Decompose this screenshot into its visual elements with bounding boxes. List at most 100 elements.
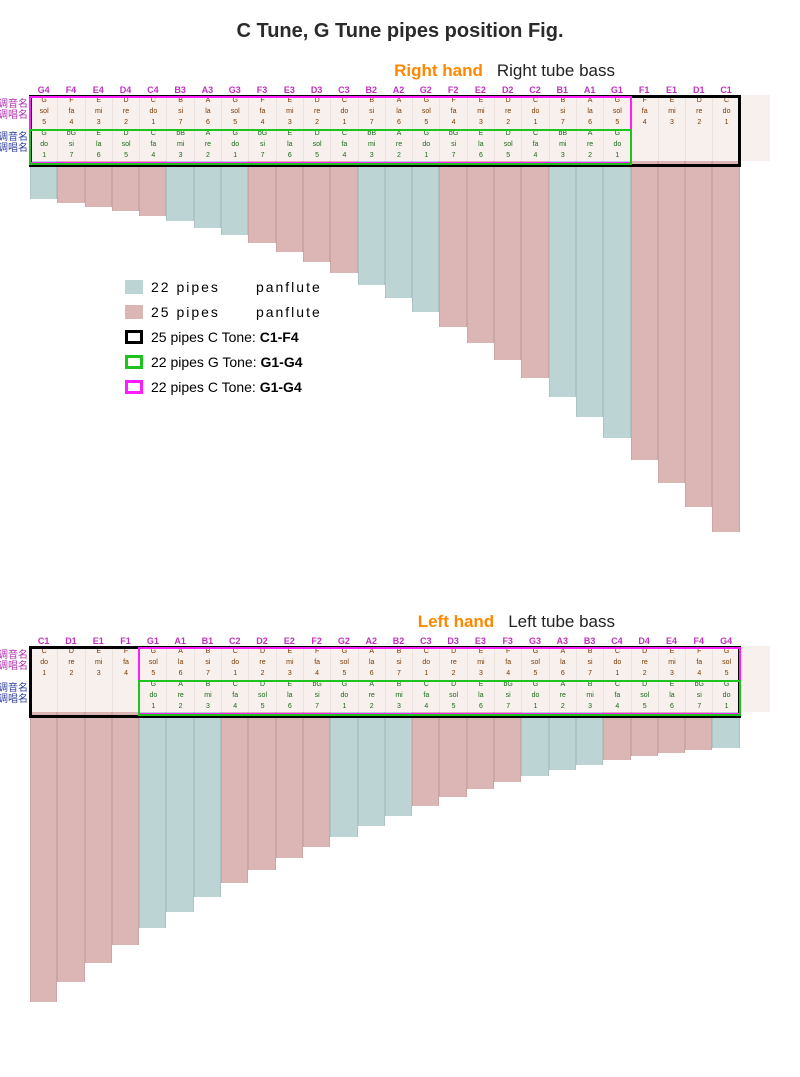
data-cell: C: [139, 128, 166, 139]
data-cell: 6: [85, 150, 112, 161]
data-cell: G: [221, 128, 248, 139]
pipe: [139, 712, 166, 928]
c-note-label: C调音名: [0, 99, 28, 110]
data-cell: E: [467, 128, 494, 139]
data-cell: do: [521, 690, 548, 701]
data-cell: 2: [385, 150, 412, 161]
data-cell: mi: [658, 657, 685, 668]
note-header-cell: F4: [685, 636, 712, 646]
data-cell: la: [658, 690, 685, 701]
data-cell: mi: [85, 657, 112, 668]
data-cell: [57, 679, 84, 690]
data-cell: 6: [467, 701, 494, 712]
data-cell: 7: [439, 150, 466, 161]
data-cell: si: [248, 139, 275, 150]
pipe: [166, 161, 193, 221]
data-cell: D: [439, 646, 466, 657]
data-cell: D: [303, 128, 330, 139]
data-cell: 5: [112, 150, 139, 161]
data-cell: la: [194, 106, 221, 117]
data-cell: 6: [276, 150, 303, 161]
data-cell: si: [194, 657, 221, 668]
note-header-cell: F3: [248, 85, 275, 95]
data-cell: [658, 139, 685, 150]
data-cell: D: [248, 646, 275, 657]
data-cell: la: [166, 657, 193, 668]
data-cell: sol: [221, 106, 248, 117]
note-header-cell: E2: [467, 85, 494, 95]
note-header-cell: E1: [85, 636, 112, 646]
page-title: C Tune, G Tune pipes position Fig.: [15, 20, 785, 43]
data-cell: C: [30, 646, 57, 657]
data-cell: C: [139, 95, 166, 106]
data-cell: fa: [248, 106, 275, 117]
note-header-cell: G2: [412, 85, 439, 95]
right-hand-label: Right hand: [394, 61, 483, 81]
data-cell: re: [631, 657, 658, 668]
pipe: [603, 161, 630, 438]
data-cell: re: [549, 690, 576, 701]
legend-row: 22 pipes G Tone: G1-G4: [125, 351, 322, 373]
data-cell: sol: [303, 139, 330, 150]
note-header-cell: E2: [276, 636, 303, 646]
data-cell: sol: [248, 690, 275, 701]
note-header-cell: F2: [439, 85, 466, 95]
data-cell: 1: [221, 150, 248, 161]
pipe: [330, 161, 357, 273]
pipe: [494, 161, 521, 360]
pipe: [57, 712, 84, 982]
data-cell: sol: [330, 657, 357, 668]
data-cell: F: [248, 95, 275, 106]
data-cell: [658, 150, 685, 161]
data-cell: D: [631, 646, 658, 657]
data-cell: A: [549, 679, 576, 690]
note-header-cell: D1: [57, 636, 84, 646]
pipe: [248, 712, 275, 870]
data-cell: 2: [494, 117, 521, 128]
data-cell: sol: [494, 139, 521, 150]
data-cell: A: [385, 95, 412, 106]
data-cell: A: [194, 95, 221, 106]
data-cell: 6: [576, 117, 603, 128]
data-cell: mi: [166, 139, 193, 150]
right-hand-chart: Right hand Right tube bass C调音名C调唱名G调音名G…: [15, 61, 785, 532]
data-cell: 4: [303, 668, 330, 679]
data-cell: 4: [494, 668, 521, 679]
data-cell: [631, 128, 658, 139]
data-cell: re: [112, 106, 139, 117]
data-cell: E: [276, 128, 303, 139]
data-cell: mi: [576, 690, 603, 701]
data-cell: 2: [439, 668, 466, 679]
data-cell: G: [521, 679, 548, 690]
data-cell: do: [412, 657, 439, 668]
data-cell: 4: [248, 117, 275, 128]
data-cell: re: [358, 690, 385, 701]
data-cell: la: [385, 106, 412, 117]
data-cell: C: [330, 128, 357, 139]
data-cell: C: [603, 679, 630, 690]
note-header-cell: E4: [658, 636, 685, 646]
data-cell: [30, 679, 57, 690]
data-cell: la: [85, 139, 112, 150]
data-cell: 1: [330, 117, 357, 128]
data-cell: D: [494, 128, 521, 139]
note-header-cell: A3: [549, 636, 576, 646]
data-cell: 2: [112, 117, 139, 128]
data-cell: fa: [631, 106, 658, 117]
data-cell: 3: [467, 668, 494, 679]
left-tube-label: Left tube bass: [508, 612, 615, 632]
data-cell: fa: [330, 139, 357, 150]
data-cell: [85, 690, 112, 701]
g-note-label: G调音名: [0, 132, 28, 143]
data-cell: 7: [57, 150, 84, 161]
data-cell: la: [549, 657, 576, 668]
note-header-cell: C4: [603, 636, 630, 646]
pipe: [358, 161, 385, 285]
data-cell: 1: [221, 668, 248, 679]
data-cell: E: [658, 646, 685, 657]
data-cell: sol: [603, 106, 630, 117]
data-cell: 4: [631, 117, 658, 128]
data-cell: 2: [576, 150, 603, 161]
note-header-cell: D2: [494, 85, 521, 95]
data-cell: mi: [358, 139, 385, 150]
